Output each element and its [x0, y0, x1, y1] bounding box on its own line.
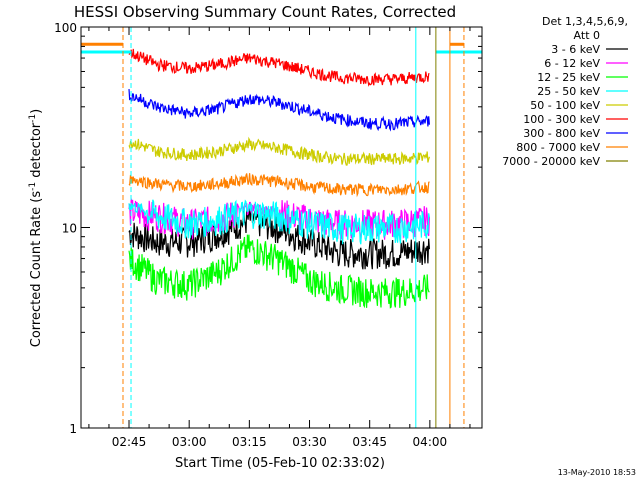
series-4-line	[128, 199, 430, 245]
x-tick-label: 03:15	[232, 435, 267, 449]
legend-header-line1: Det 1,3,4,5,6,9,	[542, 15, 628, 28]
y-tick-label: 1	[69, 422, 77, 436]
legend-item-label: 12 - 25 keV	[537, 71, 600, 84]
series-7-line	[128, 89, 430, 132]
x-axis-label: Start Time (05-Feb-10 02:33:02)	[175, 456, 385, 471]
legend-header-line2: Att 0	[574, 29, 600, 42]
legend-item-label: 100 - 300 keV	[523, 113, 600, 126]
series-layer	[128, 48, 430, 309]
series-5-line	[128, 136, 430, 166]
legend-item-label: 3 - 6 keV	[551, 43, 600, 56]
axis-layer: 02:45 03:00 03:15 03:30 03:45 04:00 1 10 100	[54, 21, 482, 449]
x-tick-label: 04:00	[413, 435, 448, 449]
y-tick-label: 100	[54, 21, 77, 35]
chart-title: HESSI Observing Summary Count Rates, Cor…	[74, 3, 456, 21]
series-6-line	[128, 48, 430, 87]
legend-item-label: 25 - 50 keV	[537, 85, 600, 98]
series-3-line	[128, 234, 430, 309]
x-tick-label: 03:30	[292, 435, 327, 449]
series-8-line	[128, 173, 430, 198]
legend-item-label: 800 - 7000 keV	[516, 141, 600, 154]
y-tick-label: 10	[62, 222, 77, 236]
x-tick-label: 03:00	[172, 435, 207, 449]
legend-item-label: 300 - 800 keV	[523, 127, 600, 140]
timestamp: 13-May-2010 18:53	[558, 468, 636, 477]
legend-item-label: 50 - 100 keV	[530, 99, 600, 112]
series-1-line	[128, 206, 430, 270]
x-tick-label: 03:45	[352, 435, 387, 449]
x-tick-label: 02:45	[112, 435, 147, 449]
y-axis-label: Corrected Count Rate (s-1 detector-1)	[28, 109, 44, 347]
legend-item-label: 7000 - 20000 keV	[502, 155, 600, 168]
legend-item-label: 6 - 12 keV	[544, 57, 600, 70]
